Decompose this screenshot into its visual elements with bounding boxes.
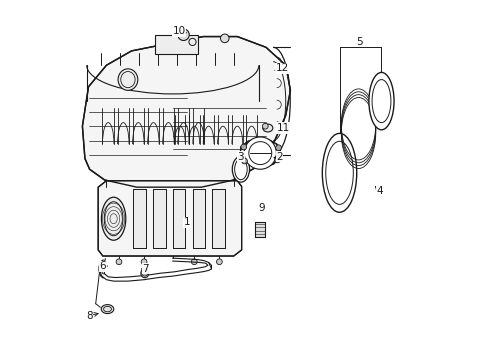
Ellipse shape (141, 269, 148, 278)
Text: 12: 12 (275, 63, 288, 73)
Circle shape (142, 270, 147, 276)
Ellipse shape (101, 197, 125, 240)
Text: 9: 9 (258, 203, 264, 213)
Bar (172, 189, 185, 248)
Bar (153, 189, 165, 248)
Bar (212, 189, 224, 248)
Circle shape (220, 34, 228, 42)
Text: 11: 11 (276, 123, 289, 133)
Text: 3: 3 (237, 152, 244, 162)
Bar (153, 189, 165, 248)
Bar (192, 189, 204, 248)
Text: 4: 4 (376, 186, 383, 197)
Circle shape (141, 259, 147, 265)
Text: 10: 10 (172, 26, 185, 36)
Circle shape (216, 259, 222, 265)
Circle shape (274, 157, 280, 163)
Circle shape (241, 158, 247, 164)
Text: 7: 7 (142, 264, 149, 274)
Bar (192, 189, 204, 248)
Circle shape (191, 259, 197, 265)
Circle shape (241, 144, 246, 150)
Text: 2: 2 (276, 152, 283, 162)
Ellipse shape (232, 156, 249, 182)
Bar (133, 189, 145, 248)
Bar (212, 189, 224, 248)
Circle shape (275, 145, 281, 150)
Polygon shape (98, 181, 241, 256)
Circle shape (178, 29, 189, 41)
Polygon shape (82, 37, 290, 187)
Bar (172, 189, 185, 248)
Ellipse shape (101, 305, 114, 314)
Polygon shape (240, 139, 280, 166)
Ellipse shape (368, 72, 393, 130)
Bar (155, 35, 198, 54)
Circle shape (262, 123, 267, 129)
Ellipse shape (322, 134, 356, 212)
Ellipse shape (118, 69, 138, 90)
Circle shape (244, 137, 276, 169)
Circle shape (116, 259, 122, 265)
Ellipse shape (262, 124, 272, 132)
Bar (133, 189, 145, 248)
Text: 5: 5 (355, 37, 362, 47)
Text: 8: 8 (86, 311, 93, 320)
Text: 6: 6 (100, 261, 106, 271)
Text: 1: 1 (183, 217, 190, 227)
Bar (255, 222, 265, 237)
